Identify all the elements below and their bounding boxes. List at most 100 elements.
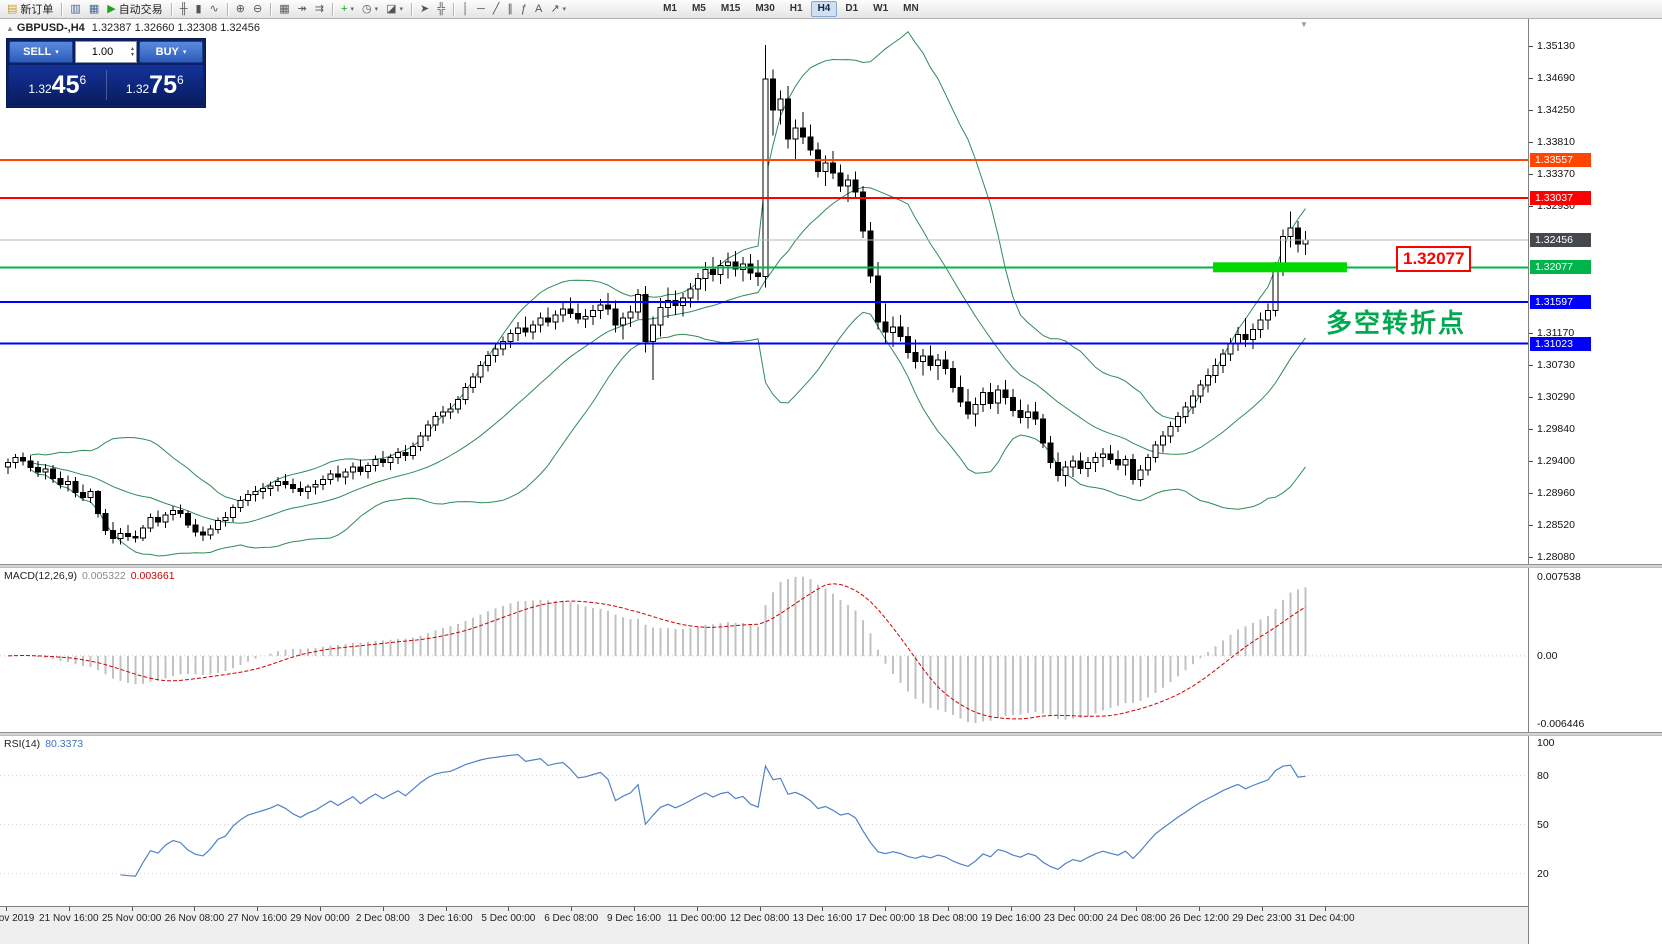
rsi-value: 80.3373	[45, 738, 84, 750]
line-chart-button[interactable]: ∿	[206, 0, 223, 18]
time-tick	[948, 907, 949, 911]
tile-windows-icon: ▦	[279, 3, 290, 15]
autotrading-button[interactable]: ▶ 自动交易	[103, 0, 166, 18]
equidistant-channel-button[interactable]: ∥	[503, 0, 517, 18]
time-label: 12 Dec 08:00	[729, 913, 790, 924]
volume-field: ▴▾	[75, 41, 137, 63]
time-tick	[1262, 907, 1263, 911]
price-level-box: 1.33037	[1530, 190, 1591, 205]
horizontal-line-button[interactable]: ─	[473, 0, 489, 18]
caret-down-icon: ▾	[374, 6, 379, 13]
add-indicator-icon: +	[341, 3, 348, 15]
chart-shift-button[interactable]: ⇉	[311, 0, 328, 18]
timeframe-w1-button[interactable]: W1	[873, 3, 889, 14]
timeframe-d1-button[interactable]: D1	[845, 3, 859, 14]
timeframe-m15-button[interactable]: M15	[720, 3, 741, 14]
time-tick	[6, 907, 7, 911]
buy-price-display[interactable]: 1.32 75 6	[107, 67, 204, 103]
buy-button-label: BUY	[155, 46, 179, 58]
crosshair-icon: ╬	[437, 3, 446, 15]
arrow-objects-icon: ↗	[550, 3, 560, 15]
axis-tick	[1529, 524, 1533, 526]
horizontal-line-icon: ─	[476, 3, 485, 15]
time-label: 6 Dec 08:00	[544, 913, 599, 924]
volume-spinner[interactable]: ▴ ▾	[129, 46, 136, 58]
text-label-icon: A	[534, 3, 543, 15]
cursor-button[interactable]: ➤	[416, 0, 433, 18]
axis-tick	[1529, 141, 1533, 143]
sell-price-pips: 45	[51, 71, 80, 99]
trendline-button[interactable]: ╱	[489, 0, 504, 18]
axis-tick	[1529, 333, 1533, 334]
spin-up-icon[interactable]: ▴	[130, 46, 134, 52]
toolbar-separator	[170, 2, 172, 16]
price-level-box: 1.31023	[1530, 336, 1591, 351]
axis-tick	[1529, 429, 1533, 431]
time-tick	[1010, 907, 1012, 911]
macd-signal-value: 0.003661	[130, 570, 175, 582]
chart-shift-marker-icon: ▼	[1300, 20, 1308, 29]
sell-button[interactable]: SELL ▾	[9, 41, 73, 63]
caret-down-icon: ▾	[55, 49, 59, 56]
new-order-label: 新订单	[20, 4, 54, 16]
sell-price-display[interactable]: 1.32 45 6	[9, 67, 106, 103]
arrow-objects-button[interactable]: ↗ ▾	[546, 0, 570, 18]
periods-button[interactable]: ◷ ▾	[358, 0, 382, 18]
add-indicator-button[interactable]: + ▾	[337, 0, 358, 18]
templates-button[interactable]: ◪ ▾	[382, 0, 407, 18]
tile-windows-button[interactable]: ▦	[275, 0, 293, 18]
time-tick	[759, 907, 761, 911]
time-label: 21 Nov 16:00	[39, 913, 99, 924]
bar-chart-button[interactable]: ╫	[176, 0, 192, 18]
vertical-line-button[interactable]: │	[458, 0, 473, 18]
auto-scroll-icon: ↠	[297, 3, 307, 15]
zoom-in-button[interactable]: ⊕	[232, 0, 249, 18]
buy-price-point: 6	[176, 73, 184, 87]
candlestick-chart-button[interactable]: ▮	[191, 0, 205, 18]
pane-separator[interactable]	[0, 732, 1662, 736]
auto-scroll-button[interactable]: ↠	[294, 0, 311, 18]
time-tick	[445, 907, 447, 911]
macd-indicator-label: MACD(12,26,9) 0.005322 0.003661	[4, 570, 175, 582]
time-tick	[885, 907, 887, 911]
fibonacci-retracement-button[interactable]: ƒ	[517, 0, 531, 18]
buy-button[interactable]: BUY ▾	[139, 41, 203, 63]
zoom-out-button[interactable]: ⊖	[249, 0, 266, 18]
timeframe-m5-button[interactable]: M5	[691, 3, 706, 14]
axis-tick	[1529, 396, 1533, 398]
pane-separator[interactable]	[0, 564, 1662, 568]
trendline-icon: ╱	[492, 3, 500, 15]
time-tick	[68, 907, 70, 911]
price-axis[interactable]: 1.35130 1.34690 1.34250 1.33810 1.33370 1.329…	[1528, 18, 1662, 944]
time-label: 27 Nov 16:00	[227, 913, 287, 924]
autotrading-icon: ▶	[107, 3, 116, 15]
time-label: 17 Dec 00:00	[855, 913, 915, 924]
charts-window-button[interactable]: ▥	[66, 0, 84, 18]
time-tick	[131, 907, 133, 911]
volume-input[interactable]	[76, 45, 129, 59]
new-order-button[interactable]: ▤ 新订单	[3, 0, 57, 18]
axis-tick	[1529, 461, 1533, 463]
spin-down-icon[interactable]: ▾	[130, 52, 134, 58]
crosshair-button[interactable]: ╬	[433, 0, 449, 18]
timeframe-h1-button[interactable]: H1	[789, 3, 803, 14]
price-callout-label: 1.32077	[1396, 246, 1472, 272]
time-label: 18 Dec 08:00	[918, 913, 978, 924]
time-label: 13 Dec 16:00	[792, 913, 853, 924]
text-label-button[interactable]: A	[531, 0, 546, 18]
chart-annotation-text: 多空转折点	[1326, 308, 1467, 338]
time-tick	[257, 907, 259, 911]
equidistant-channel-icon: ∥	[507, 3, 513, 15]
chart-plot-svg[interactable]	[0, 0, 1528, 906]
sell-price-point: 6	[79, 73, 87, 87]
timeframe-h4-button[interactable]: H4	[810, 1, 838, 17]
timeframe-m30-button[interactable]: M30	[755, 3, 775, 14]
time-tick	[822, 907, 824, 911]
time-tick	[382, 907, 384, 911]
timeframe-m1-button[interactable]: M1	[663, 3, 677, 14]
bar-chart-icon: ╫	[179, 3, 188, 15]
timeframe-mn-button[interactable]: MN	[903, 3, 919, 14]
profiles-button[interactable]: ▦	[85, 0, 103, 18]
